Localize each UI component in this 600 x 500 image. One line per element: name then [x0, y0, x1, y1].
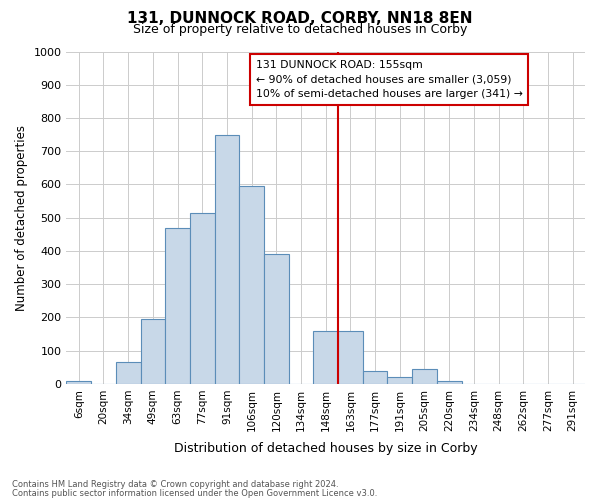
Bar [239, 186, 264, 384]
Text: Size of property relative to detached houses in Corby: Size of property relative to detached ho… [133, 22, 467, 36]
Bar [338, 330, 363, 384]
Bar [264, 254, 289, 384]
Text: Contains HM Land Registry data © Crown copyright and database right 2024.: Contains HM Land Registry data © Crown c… [12, 480, 338, 489]
Bar [215, 134, 239, 384]
Bar [190, 212, 215, 384]
Bar [412, 369, 437, 384]
Text: Contains public sector information licensed under the Open Government Licence v3: Contains public sector information licen… [12, 488, 377, 498]
Bar [313, 330, 338, 384]
Bar [437, 380, 461, 384]
Bar [388, 378, 412, 384]
X-axis label: Distribution of detached houses by size in Corby: Distribution of detached houses by size … [174, 442, 478, 455]
Bar [165, 228, 190, 384]
Text: 131, DUNNOCK ROAD, CORBY, NN18 8EN: 131, DUNNOCK ROAD, CORBY, NN18 8EN [127, 11, 473, 26]
Bar [116, 362, 140, 384]
Bar [140, 319, 165, 384]
Y-axis label: Number of detached properties: Number of detached properties [15, 124, 28, 310]
Bar [363, 370, 388, 384]
Bar [67, 380, 91, 384]
Text: 131 DUNNOCK ROAD: 155sqm
← 90% of detached houses are smaller (3,059)
10% of sem: 131 DUNNOCK ROAD: 155sqm ← 90% of detach… [256, 60, 523, 100]
